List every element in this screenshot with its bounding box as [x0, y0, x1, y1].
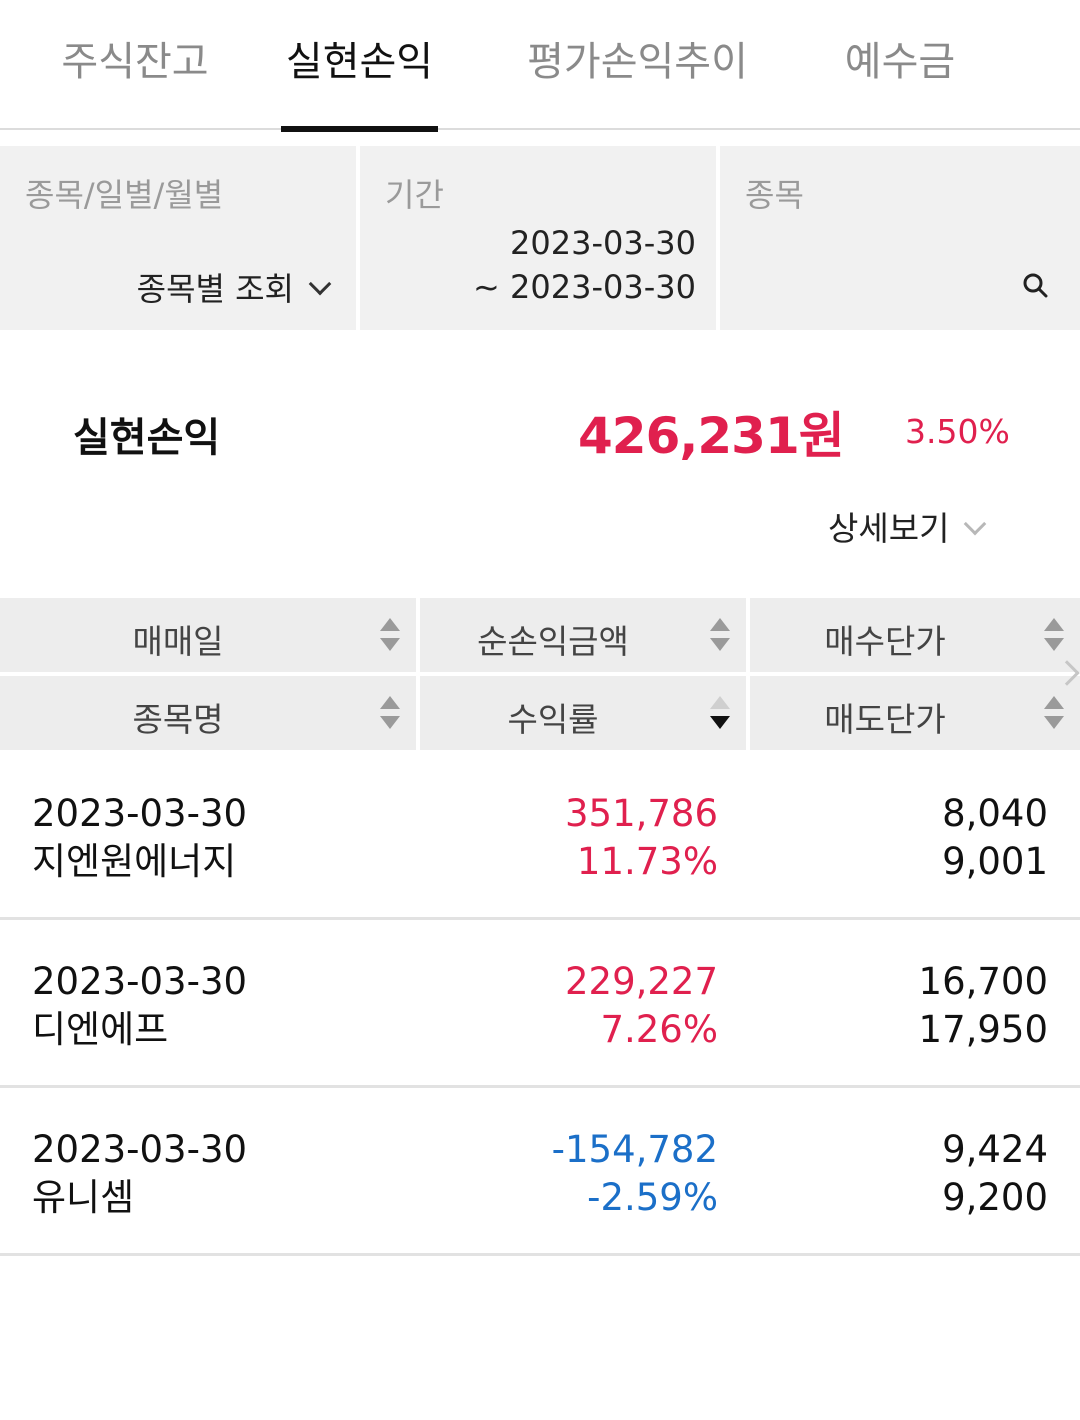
- tab-stock-balance[interactable]: 주식잔고: [40, 0, 230, 130]
- chevron-down-icon: [308, 272, 332, 296]
- column-header-label: 매도단가: [824, 700, 946, 739]
- chevron-down-icon: [964, 512, 987, 536]
- active-tab-indicator: [281, 126, 438, 132]
- column-header-label: 매매일: [132, 622, 224, 661]
- table-row[interactable]: 2023-03-30 유니셈 -154,782 -2.59% 9,424 9,2…: [0, 1088, 1080, 1256]
- price-cell: 16,700 17,950: [919, 958, 1048, 1054]
- tab-bar: 주식잔고 실현손익 평가손익추이 예수금: [0, 0, 1080, 132]
- sell-price: 9,001: [942, 840, 1048, 883]
- trade-date: 2023-03-30: [32, 1128, 248, 1171]
- stock-name: 디엔에프: [32, 1008, 169, 1051]
- net-profit: 351,786: [564, 792, 718, 835]
- net-profit: -154,782: [551, 1128, 718, 1171]
- price-cell: 8,040 9,001: [942, 790, 1048, 886]
- stock-name: 지엔원에너지: [32, 840, 237, 883]
- summary-title: 실현손익: [73, 415, 221, 461]
- column-header-return-rate[interactable]: 수익률: [420, 676, 746, 750]
- trade-date: 2023-03-30: [32, 792, 248, 835]
- table-row[interactable]: 2023-03-30 지엔원에너지 351,786 11.73% 8,040 9…: [0, 752, 1080, 920]
- filter-panel: 종목/일별/월별 종목별 조회 기간 2023-03-30 ~ 2023-03-…: [0, 146, 1080, 330]
- period-filter[interactable]: 기간 2023-03-30 ~ 2023-03-30: [360, 146, 716, 330]
- column-header-label: 수익률: [507, 700, 599, 739]
- trade-date-stock-cell: 2023-03-30 지엔원에너지: [32, 790, 247, 886]
- column-header-net-profit[interactable]: 순손익금액: [420, 598, 746, 672]
- query-type-select[interactable]: 종목별 조회: [136, 264, 332, 310]
- profit-cell: 351,786 11.73%: [565, 790, 718, 886]
- sort-icon: [380, 696, 400, 732]
- filter-label: 종목/일별/월별: [25, 176, 224, 214]
- detail-view-label: 상세보기: [828, 509, 950, 548]
- tab-realized-pnl[interactable]: 실현손익: [281, 0, 438, 132]
- tab-valuation-trend[interactable]: 평가손익추이: [505, 0, 770, 130]
- sort-icon: [710, 618, 730, 654]
- trade-date-stock-cell: 2023-03-30 디엔에프: [32, 958, 247, 1054]
- tab-label: 평가손익추이: [527, 39, 748, 85]
- column-header-label: 종목명: [132, 700, 224, 739]
- realized-pnl-rate: 3.50%: [905, 412, 1010, 451]
- price-cell: 9,424 9,200: [942, 1126, 1048, 1222]
- column-header-label: 순손익금액: [477, 622, 629, 661]
- column-header-sell-price[interactable]: 매도단가: [750, 676, 1080, 750]
- query-type-value: 종목별 조회: [136, 270, 294, 308]
- sort-icon: [380, 618, 400, 654]
- column-header-buy-price[interactable]: 매수단가: [750, 598, 1080, 672]
- buy-price: 16,700: [918, 960, 1048, 1003]
- query-type-filter[interactable]: 종목/일별/월별 종목별 조회: [0, 146, 356, 330]
- filter-label: 종목: [745, 176, 804, 214]
- detail-view-button[interactable]: 상세보기: [828, 502, 987, 550]
- return-rate: -2.59%: [587, 1176, 718, 1219]
- column-header-label: 매수단가: [824, 622, 946, 661]
- stock-filter[interactable]: 종목: [720, 146, 1080, 330]
- trade-date-stock-cell: 2023-03-30 유니셈: [32, 1126, 247, 1222]
- tab-label: 실현손익: [285, 39, 434, 85]
- sell-price: 9,200: [942, 1176, 1048, 1219]
- trade-date: 2023-03-30: [32, 960, 248, 1003]
- table-row[interactable]: 2023-03-30 디엔에프 229,227 7.26% 16,700 17,…: [0, 920, 1080, 1088]
- profit-cell: 229,227 7.26%: [565, 958, 718, 1054]
- sort-icon: [1044, 618, 1064, 654]
- profit-cell: -154,782 -2.59%: [552, 1126, 718, 1222]
- sell-price: 17,950: [918, 1008, 1048, 1051]
- column-header-stock-name[interactable]: 종목명: [0, 676, 416, 750]
- buy-price: 8,040: [942, 792, 1048, 835]
- return-rate: 7.26%: [600, 1008, 718, 1051]
- tab-label: 예수금: [844, 39, 956, 85]
- sort-icon: [1044, 696, 1064, 732]
- stock-name: 유니셈: [32, 1176, 135, 1219]
- tab-label: 주식잔고: [61, 39, 209, 85]
- buy-price: 9,424: [942, 1128, 1048, 1171]
- search-icon[interactable]: [1022, 272, 1048, 298]
- column-header-trade-date[interactable]: 매매일: [0, 598, 416, 672]
- filter-label: 기간: [385, 176, 444, 214]
- period-end-date[interactable]: ~ 2023-03-30: [473, 268, 696, 306]
- tab-deposit[interactable]: 예수금: [820, 0, 980, 130]
- realized-pnl-amount: 426,231원: [578, 407, 845, 465]
- sort-desc-icon: [710, 696, 730, 732]
- period-start-date[interactable]: 2023-03-30: [510, 224, 696, 262]
- return-rate: 11.73%: [576, 840, 718, 883]
- net-profit: 229,227: [564, 960, 718, 1003]
